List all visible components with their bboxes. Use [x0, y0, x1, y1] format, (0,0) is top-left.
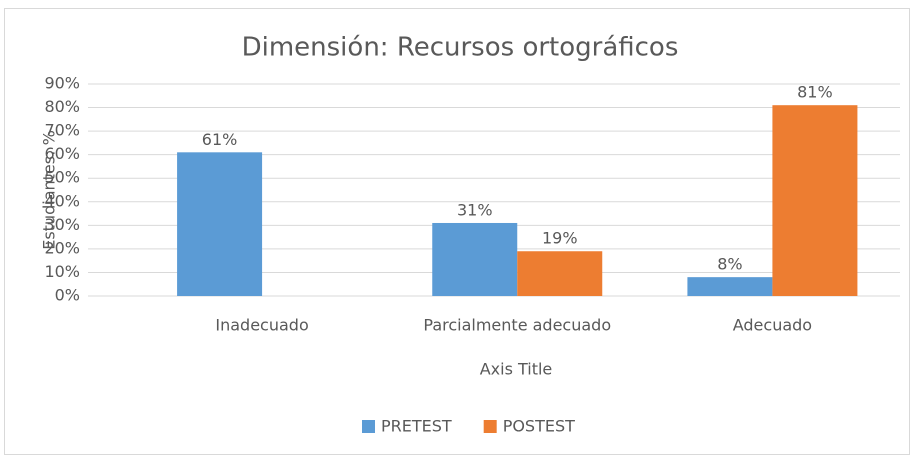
- bar: [432, 222, 518, 296]
- x-tick-label: Inadecuado: [215, 316, 308, 335]
- data-label: 61%: [202, 130, 238, 149]
- y-tick-label: 60%: [44, 144, 80, 163]
- y-tick-label: 80%: [44, 97, 80, 116]
- bar: [687, 277, 773, 296]
- data-label: 8%: [717, 255, 742, 274]
- bar: [517, 251, 603, 296]
- y-tick-label: 50%: [44, 168, 80, 187]
- legend-swatch: [362, 420, 375, 433]
- y-tick-label: 40%: [44, 191, 80, 210]
- bar: [177, 152, 263, 296]
- y-tick-label: 10%: [44, 262, 80, 281]
- bar: [772, 105, 858, 296]
- data-label: 81%: [797, 83, 833, 102]
- legend-swatch: [483, 420, 497, 433]
- legend-label: POSTEST: [503, 417, 575, 436]
- y-tick-label: 20%: [44, 238, 80, 257]
- x-axis-title: Axis Title: [480, 360, 553, 379]
- legend-label: PRETEST: [381, 417, 452, 436]
- y-tick-label: 0%: [55, 286, 80, 305]
- y-tick-label: 30%: [44, 215, 80, 234]
- y-tick-label: 70%: [44, 121, 80, 140]
- data-label: 19%: [542, 229, 578, 248]
- x-tick-label: Parcialmente adecuado: [423, 316, 611, 335]
- x-tick-label: Adecuado: [733, 316, 812, 335]
- data-label: 31%: [457, 200, 493, 219]
- y-tick-label: 90%: [44, 74, 80, 93]
- chart-title: Dimensión: Recursos ortográficos: [242, 33, 679, 63]
- y-axis-title: Estudiantes: %: [40, 130, 59, 250]
